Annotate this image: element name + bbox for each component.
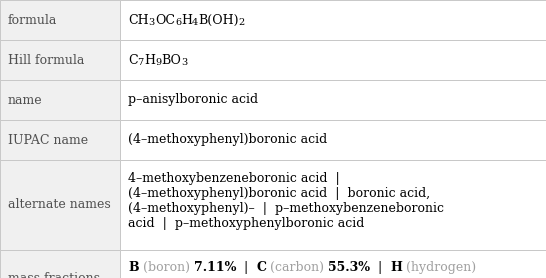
Text: 55.3%: 55.3% <box>328 261 370 274</box>
Bar <box>0 160 120 250</box>
Bar <box>0 80 120 120</box>
Text: OC: OC <box>155 14 175 26</box>
Bar <box>0 0 120 40</box>
Bar <box>120 40 546 80</box>
Bar <box>120 250 546 278</box>
Bar <box>0 40 120 80</box>
Text: H: H <box>181 14 192 26</box>
Text: (4–methoxyphenyl)boronic acid  |  boronic acid,: (4–methoxyphenyl)boronic acid | boronic … <box>128 187 430 200</box>
Text: formula: formula <box>8 14 57 26</box>
Text: B(OH): B(OH) <box>198 14 239 26</box>
Text: C: C <box>128 53 138 66</box>
Text: (4–methoxyphenyl)boronic acid: (4–methoxyphenyl)boronic acid <box>128 133 327 147</box>
Text: H: H <box>144 53 155 66</box>
Text: C: C <box>256 261 266 274</box>
Bar <box>0 250 120 278</box>
Text: CH: CH <box>128 14 149 26</box>
Text: (4–methoxyphenyl)–  |  p–methoxybenzeneboronic: (4–methoxyphenyl)– | p–methoxybenzenebor… <box>128 202 444 215</box>
Bar <box>0 120 120 160</box>
Text: 2: 2 <box>239 18 245 27</box>
Text: B: B <box>128 261 139 274</box>
Text: 7.11%: 7.11% <box>194 261 236 274</box>
Text: name: name <box>8 93 43 106</box>
Bar <box>120 0 546 40</box>
Text: acid  |  p–methoxyphenylboronic acid: acid | p–methoxyphenylboronic acid <box>128 217 364 230</box>
Text: H: H <box>390 261 402 274</box>
Text: mass fractions: mass fractions <box>8 272 100 278</box>
Text: |: | <box>370 261 390 274</box>
Text: 4–methoxybenzeneboronic acid  |: 4–methoxybenzeneboronic acid | <box>128 172 340 185</box>
Text: p–anisylboronic acid: p–anisylboronic acid <box>128 93 258 106</box>
Text: Hill formula: Hill formula <box>8 53 85 66</box>
Text: (hydrogen): (hydrogen) <box>402 261 477 274</box>
Text: 4: 4 <box>192 18 198 27</box>
Text: IUPAC name: IUPAC name <box>8 133 88 147</box>
Text: (carbon): (carbon) <box>266 261 328 274</box>
Text: 6: 6 <box>175 18 181 27</box>
Text: 7: 7 <box>138 58 144 67</box>
Text: 9: 9 <box>155 58 161 67</box>
Bar <box>120 160 546 250</box>
Text: BO: BO <box>161 53 181 66</box>
Text: (boron): (boron) <box>139 261 194 274</box>
Text: |: | <box>236 261 256 274</box>
Text: alternate names: alternate names <box>8 198 111 212</box>
Bar <box>120 80 546 120</box>
Text: 3: 3 <box>149 18 155 27</box>
Bar <box>120 120 546 160</box>
Text: 3: 3 <box>181 58 187 67</box>
